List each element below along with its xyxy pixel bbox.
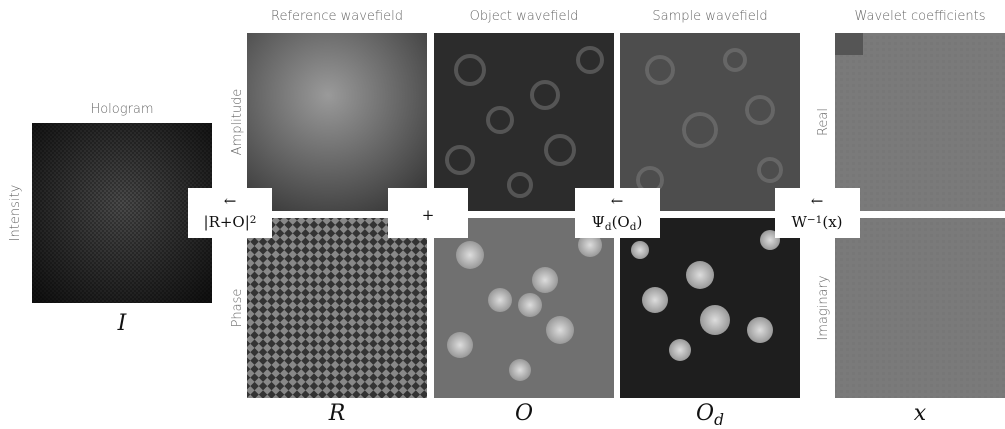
math-symbol: x [914, 401, 927, 426]
column-title: Reference wavefield [271, 9, 403, 24]
math-text: W [791, 213, 807, 231]
figure: Hologram Intensity I Amplitude Phase Rea… [0, 0, 1005, 429]
hologram-title: Hologram [90, 102, 153, 117]
math-text: O [515, 401, 533, 426]
arrow: ← [611, 192, 624, 210]
math-text: x [914, 401, 927, 426]
math-symbol: R [328, 401, 346, 426]
arrow: ← [811, 192, 824, 210]
math-sup: −1 [807, 214, 822, 226]
math-text: Ψ [592, 213, 605, 231]
math-text: O [696, 401, 714, 426]
row-label: Imaginary [816, 275, 831, 340]
operator-label: + [422, 206, 435, 224]
math-text: (O [612, 213, 630, 231]
arrow: ← [224, 192, 237, 210]
row-label: Phase [230, 289, 245, 328]
math-text: + [422, 206, 435, 224]
row-label: Real [816, 108, 831, 136]
math-symbol: O [515, 401, 533, 426]
math-text: ) [636, 213, 642, 231]
math-text: |R+O| [204, 213, 250, 231]
row-label: Intensity [8, 185, 23, 242]
math-text: R [328, 401, 346, 426]
column-title: Sample wavefield [652, 9, 767, 24]
column-title: Object wavefield [470, 9, 579, 24]
operator-label: |R+O|2 [204, 213, 257, 231]
math-sub: d [714, 411, 724, 429]
math-symbol: I [117, 311, 128, 336]
row-label: Amplitude [230, 89, 245, 156]
math-sup: 2 [250, 214, 257, 226]
math-text: (x) [822, 213, 842, 231]
column-title: Wavelet coefficients [854, 9, 985, 24]
math-symbol: Od [696, 401, 724, 429]
